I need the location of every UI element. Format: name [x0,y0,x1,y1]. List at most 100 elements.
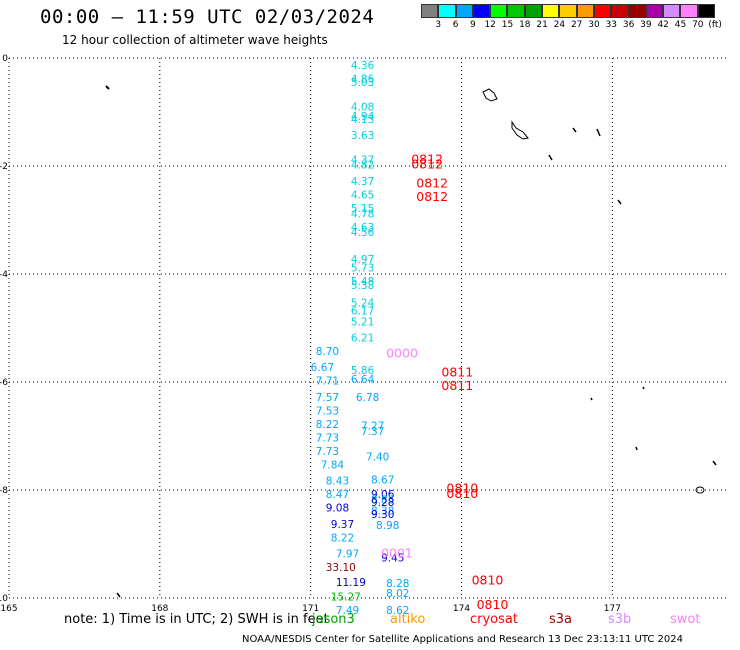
wave-height-value: 7.37 [361,426,384,438]
wave-height-value: 4.56 [351,227,375,239]
color-scale-label: 27 [570,20,583,30]
color-swatch [542,4,560,18]
wave-height-value: 7.71 [316,376,339,388]
wave-height-value: 8.70 [316,346,339,358]
satellite-legend-altiko: altiko [390,612,426,627]
wave-height-value: 7.73 [316,432,339,444]
pass-time-label: 0812 [411,157,443,172]
wave-height-value: 6.21 [351,333,374,345]
pass-time-label: 0812 [411,151,443,166]
wave-height-value: 6.78 [356,392,379,404]
color-scale-label: 15 [501,20,514,30]
color-scale-label: 18 [519,20,531,30]
wave-height-value: 8.85 [371,495,394,507]
satellite-legend-s3b: s3b [608,612,632,627]
wave-height-value: 8.38 [371,505,394,517]
color-scale [421,4,716,18]
color-scale-label: 3 [435,20,442,30]
pass-time-label: 0811 [441,378,473,393]
color-scale-label: 6 [452,20,459,30]
x-tick-label: 177 [604,604,621,614]
wave-height-value: 8.98 [376,520,399,532]
color-scale-labels: 3 6 9 12 15 18 21 24 27 30 33 36 39 42 45 70 (ft) [421,20,740,32]
x-tick-label: 165 [0,604,17,614]
wave-height-value: 5.73 [351,262,374,274]
color-swatch [490,4,508,18]
wave-height-value: 4.97 [351,254,374,266]
color-scale-label: 30 [588,20,600,30]
color-swatch [680,4,698,18]
wave-height-value: 4.78 [351,208,374,220]
wave-height-value: 6.67 [311,362,334,374]
color-swatch [455,4,473,18]
color-swatch [593,4,612,18]
color-scale-label: 45 [674,20,687,30]
pass-time-label: 0001 [381,546,413,561]
wave-height-value: 9.06 [371,489,395,501]
color-scale-label: 9 [470,20,476,30]
pass-time-labels: 0812081208120812000008110811081008100001… [381,151,508,611]
satellite-legend-jason3: jason3 [312,612,355,627]
wave-height-value: 6.17 [351,306,374,318]
wave-height-value: 7.57 [316,392,339,404]
color-swatch [611,4,629,18]
color-scale-label: 33 [605,20,618,30]
pass-time-label: 0810 [446,486,478,501]
wave-height-value: 7.27 [361,421,384,433]
wave-height-value: 4.08 [351,101,374,113]
color-swatch [576,4,594,18]
wave-height-value: 15.27 [331,592,361,604]
color-scale-label: 21 [536,20,548,30]
wave-height-value: 8.47 [326,489,349,501]
map-grid: 165 168 171 174 177 0 -2 -4 -6 -8 -10 [0,54,728,614]
satellite-legend-cryosat: cryosat [470,612,518,627]
wave-height-value: 5.38 [351,280,374,292]
wave-height-value: 33.10 [326,562,356,574]
color-swatch [559,4,577,18]
wave-height-value: 8.02 [386,588,409,600]
color-scale-label: 36 [622,20,635,30]
wave-height-value: 4.94 [351,111,375,123]
pass-time-label: 0810 [472,573,504,588]
wave-height-value: 5.15 [351,203,374,215]
color-scale-label: 12 [484,20,496,30]
wave-height-value: 11.19 [336,577,366,589]
color-scale-label: (ft) [708,20,722,30]
color-swatch [663,4,681,18]
satellite-legend-s3a: s3a [549,612,573,627]
wave-height-value: 4.13 [351,114,374,126]
y-tick-label: -4 [0,270,8,280]
pass-time-label: 0812 [416,176,448,191]
y-tick-label: -8 [0,486,8,496]
wave-height-value: 5.24 [351,297,375,309]
wave-height-value: 4.86 [351,73,375,85]
color-swatch [438,4,456,18]
y-tick-label: -10 [0,594,8,604]
wave-height-value: 9.28 [371,497,394,509]
wave-height-value: 7.84 [321,459,345,471]
wave-height-value: 7.49 [336,605,359,617]
wave-height-value: 7.73 [316,446,339,458]
footer-credit: NOAA/NESDIS Center for Satellite Applica… [242,634,684,645]
map-subtitle: 12 hour collection of altimeter wave hei… [62,33,328,47]
x-tick-label: 171 [302,604,319,614]
wave-height-value: 4.37 [351,176,374,188]
wave-height-value: 4.65 [351,189,374,201]
map-title: 00:00 – 11:59 UTC 02/03/2024 [40,6,375,28]
wave-height-value: 5.21 [351,316,374,328]
pass-time-label: 0812 [416,189,448,204]
color-swatch [645,4,664,18]
x-tick-label: 168 [151,604,168,614]
wave-height-value: 4.37 [351,154,374,166]
color-scale-label: 70 [692,20,704,30]
y-tick-label: -6 [0,378,8,388]
wave-height-value: 7.97 [336,549,359,561]
satellite-legend-swot: swot [670,612,701,627]
wave-height-value: 3.63 [351,130,374,142]
color-scale-label: 24 [553,20,566,30]
wave-height-value: 7.53 [316,405,339,417]
y-tick-label: 0 [2,54,8,64]
wave-height-value: 9.30 [371,509,394,521]
wave-height-value: 7.40 [366,451,389,463]
